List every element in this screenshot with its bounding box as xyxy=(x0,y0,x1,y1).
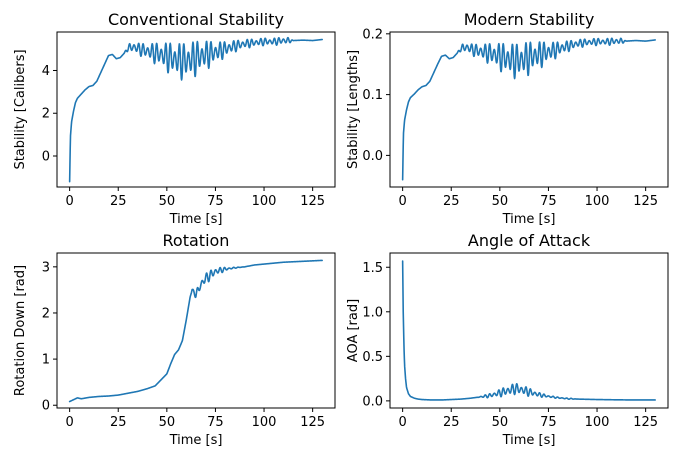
x-tick-label: 125 xyxy=(300,415,325,430)
x-tick-label: 25 xyxy=(110,415,127,430)
x-tick-label: 75 xyxy=(207,194,224,209)
x-tick-label: 0 xyxy=(65,415,73,430)
y-axis-label: Stability [Lengths] xyxy=(346,50,361,169)
chart-title: Angle of Attack xyxy=(468,231,591,250)
x-tick-label: 75 xyxy=(540,415,557,430)
x-tick-label: 50 xyxy=(159,194,176,209)
x-axis-label: Time [s] xyxy=(169,433,223,448)
x-tick-label: 75 xyxy=(207,415,224,430)
x-axis-label: Time [s] xyxy=(502,212,556,227)
x-tick-label: 0 xyxy=(398,194,406,209)
x-tick-label: 125 xyxy=(633,194,658,209)
x-tick-label: 100 xyxy=(585,194,610,209)
y-tick-label: 2 xyxy=(42,107,50,122)
y-tick-label: 2 xyxy=(42,306,50,321)
x-tick-label: 100 xyxy=(252,415,277,430)
y-tick-label: 1.5 xyxy=(362,261,383,276)
y-axis-label: AOA [rad] xyxy=(346,299,361,362)
y-tick-label: 1.0 xyxy=(362,305,383,320)
x-tick-label: 75 xyxy=(540,194,557,209)
plot-frame xyxy=(56,252,336,409)
x-tick-label: 50 xyxy=(492,194,509,209)
chart-conventional: 0 25 50 75 100 125 0 2 4 Conventional Stability Ti… xyxy=(13,10,336,227)
chart-title: Modern Stability xyxy=(464,10,595,29)
series-line xyxy=(401,260,656,401)
chart-title: Conventional Stability xyxy=(108,10,284,29)
y-tick-label: 0.1 xyxy=(362,88,383,103)
y-tick-label: 0.0 xyxy=(362,394,383,409)
x-tick-label: 125 xyxy=(633,415,658,430)
x-tick-label: 25 xyxy=(443,415,460,430)
plot-frame xyxy=(56,31,336,188)
x-tick-label: 0 xyxy=(398,415,406,430)
y-tick-label: 0 xyxy=(42,150,50,165)
x-tick-label: 100 xyxy=(585,415,610,430)
x-tick-label: 0 xyxy=(65,194,73,209)
chart-title: Rotation xyxy=(163,231,230,250)
y-tick-label: 3 xyxy=(42,260,50,275)
x-tick-label: 25 xyxy=(443,194,460,209)
chart-modern: 0 25 50 75 100 125 0.0 0.1 0.2 Modern Stability Ti… xyxy=(346,10,669,227)
x-tick-label: 100 xyxy=(252,194,277,209)
x-axis-label: Time [s] xyxy=(169,212,223,227)
x-tick-label: 125 xyxy=(300,194,325,209)
chart-aoa: 0 25 50 75 100 125 0.0 0.5 1.0 1.5 Angle of Attack… xyxy=(346,231,669,448)
x-tick-label: 50 xyxy=(492,415,509,430)
y-tick-label: 4 xyxy=(42,64,50,79)
chart-rotation: 0 25 50 75 100 125 0 1 2 3 Rotation Time [s] Rotatio… xyxy=(13,231,336,448)
plot-frame xyxy=(389,252,669,409)
y-tick-label: 0 xyxy=(42,399,50,414)
x-axis-label: Time [s] xyxy=(502,433,556,448)
y-axis-label: Rotation Down [rad] xyxy=(13,265,28,396)
series-line xyxy=(401,37,656,181)
y-tick-label: 0.2 xyxy=(362,27,383,42)
y-tick-label: 0.5 xyxy=(362,350,383,365)
y-tick-label: 1 xyxy=(42,353,50,368)
y-tick-label: 0.0 xyxy=(362,149,383,164)
series-line xyxy=(68,36,323,183)
plot-frame xyxy=(389,31,669,188)
y-axis-label: Stability [Calibers] xyxy=(13,49,28,169)
x-tick-label: 50 xyxy=(159,415,176,430)
x-tick-label: 25 xyxy=(110,194,127,209)
series-line xyxy=(68,259,323,403)
